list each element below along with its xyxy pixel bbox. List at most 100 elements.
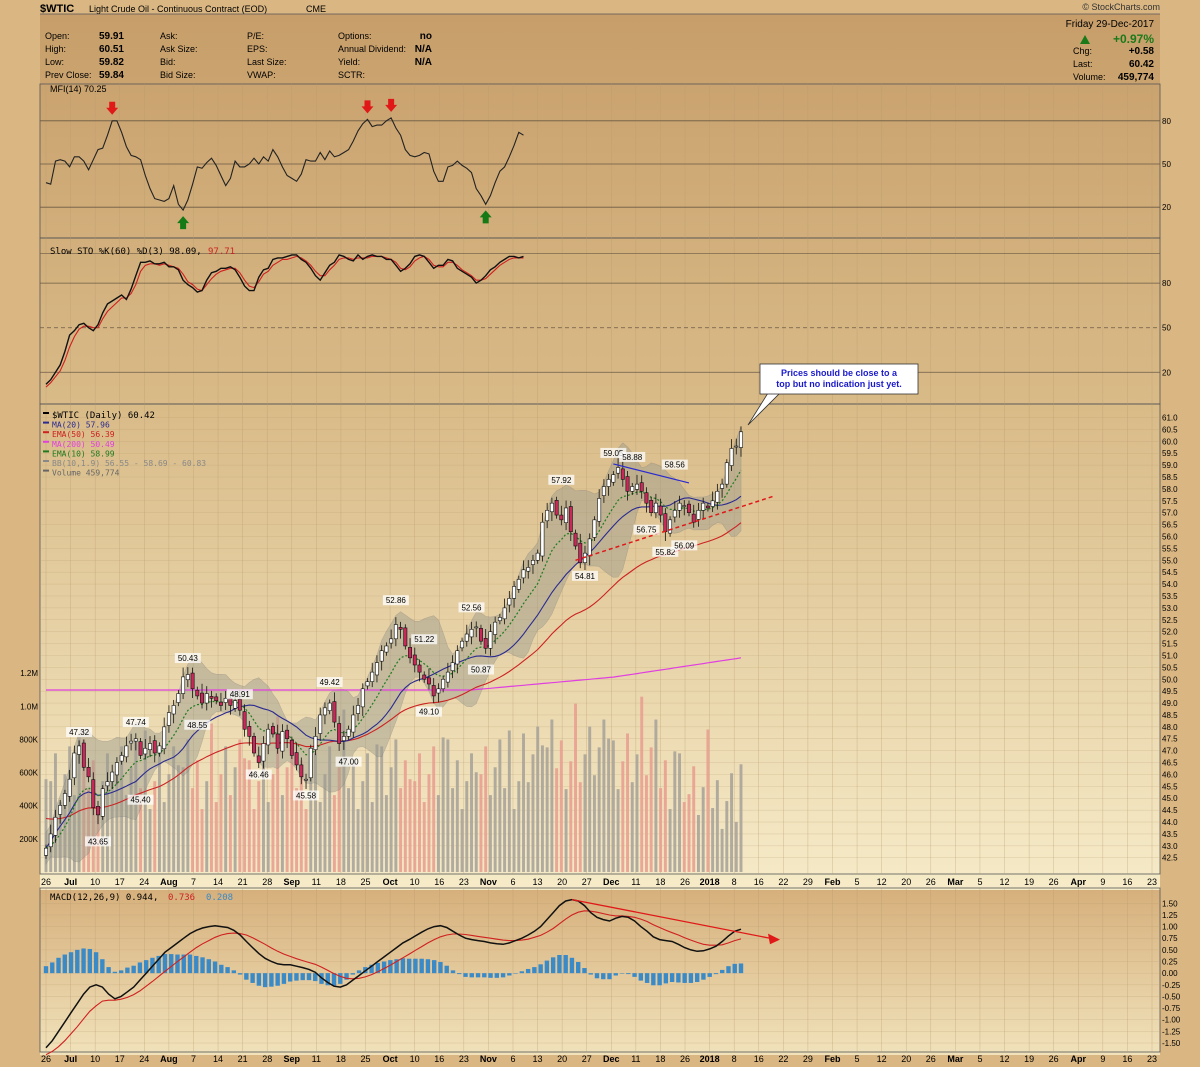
candle-body xyxy=(526,567,531,572)
candle-body xyxy=(606,479,611,487)
macd-title: MACD(12,26,9) 0.944, xyxy=(50,893,158,903)
volume-bar xyxy=(668,809,672,872)
macd-histogram-bar xyxy=(644,973,650,983)
macd-histogram-bar xyxy=(632,973,637,977)
price-label: 56.09 xyxy=(674,541,695,550)
quote-label: Prev Close: xyxy=(45,70,92,80)
candle-body xyxy=(625,476,630,492)
macd-histogram-bar xyxy=(62,954,67,974)
x-tick-label: Apr xyxy=(1071,877,1087,887)
macd-histogram-bar xyxy=(50,962,55,974)
x-tick-label: 23 xyxy=(459,877,469,887)
sell-arrow-icon xyxy=(361,100,374,114)
x-tick-label: 18 xyxy=(336,1054,346,1064)
price-tick-label: 47.0 xyxy=(1162,747,1178,756)
candle-body xyxy=(592,519,597,538)
volume-bar xyxy=(734,821,738,872)
candle-body xyxy=(322,707,327,716)
macd-histogram-bar xyxy=(137,962,143,974)
legend-swatch xyxy=(43,440,49,443)
volume-bar xyxy=(63,774,67,872)
price-tick-label: 60.5 xyxy=(1162,425,1178,434)
x-tick-label: 11 xyxy=(312,877,321,887)
macd-histogram-bar xyxy=(131,965,136,974)
sto-k-line xyxy=(45,253,524,385)
macd-histogram-bar xyxy=(162,954,168,974)
x-tick-label: Aug xyxy=(160,877,178,887)
macd-histogram-bar xyxy=(250,973,255,983)
macd-histogram-bar xyxy=(219,964,224,974)
divergence-arrowhead-icon xyxy=(768,933,780,945)
x-tick-label: 8 xyxy=(732,1054,737,1064)
ask-label: Bid: xyxy=(160,57,176,67)
x-tick-label: 27 xyxy=(582,1054,592,1064)
x-tick-label: 16 xyxy=(1122,877,1132,887)
macd-histogram-bar xyxy=(500,973,506,978)
candle-body xyxy=(417,664,422,673)
candle-body xyxy=(351,714,356,733)
macd-histogram-bar xyxy=(720,969,725,974)
candle-body xyxy=(48,833,53,848)
macd-histogram-bar xyxy=(400,958,406,974)
macd-histogram-bar xyxy=(356,970,362,974)
macd-histogram-bar xyxy=(738,963,744,974)
price-label-bg xyxy=(122,717,149,728)
x-tick-label: Apr xyxy=(1071,1054,1087,1064)
candle-body xyxy=(44,847,48,856)
price-label: 57.92 xyxy=(551,476,572,485)
volume-tick-label: 1.0M xyxy=(20,702,38,711)
macd-histogram-bar xyxy=(381,961,387,974)
macd-histogram-bar xyxy=(419,958,424,974)
price-label-bg xyxy=(411,634,438,645)
candle-body xyxy=(568,506,573,533)
price-label-bg xyxy=(382,595,409,606)
macd-histogram-bar xyxy=(106,967,111,974)
ask-label: Ask Size: xyxy=(160,44,198,54)
volume-bar xyxy=(592,775,596,872)
price-tick-label: 50.5 xyxy=(1162,663,1178,672)
macd-histogram-bar xyxy=(582,968,587,974)
price-tick-label: 42.5 xyxy=(1162,854,1178,863)
candle-body xyxy=(450,662,455,671)
price-label-bg xyxy=(293,790,320,801)
sto-title: Slow STO %K(60) %D(3) 98.09, xyxy=(50,247,202,257)
candle-body xyxy=(616,467,621,474)
candle-body xyxy=(441,678,446,690)
x-tick-label: 26 xyxy=(41,877,51,887)
candle-body xyxy=(261,743,266,762)
macd-tick-label: -0.75 xyxy=(1162,1004,1181,1013)
option-label: Annual Dividend: xyxy=(338,44,406,54)
x-tick-label: 10 xyxy=(410,1054,420,1064)
volume-bar xyxy=(214,802,218,872)
candle-body xyxy=(143,747,148,755)
volume-bar xyxy=(262,753,265,872)
price-label-bg xyxy=(467,664,494,675)
macd-histogram-bar xyxy=(244,973,249,980)
candle-body xyxy=(601,486,606,496)
x-tick-label: Dec xyxy=(603,877,620,887)
volume-bar xyxy=(110,772,114,872)
x-tick-label: Dec xyxy=(603,1054,620,1064)
macd-histogram-bar xyxy=(375,962,381,974)
volume-bar xyxy=(139,788,143,872)
x-tick-label: Oct xyxy=(383,877,398,887)
volume-bar xyxy=(167,774,171,872)
macd-histogram-bar xyxy=(626,973,631,975)
volume-bar xyxy=(583,754,587,872)
candle-body xyxy=(573,532,578,547)
macd-histogram-bar xyxy=(682,973,687,983)
x-tick-label: 23 xyxy=(1147,1054,1157,1064)
price-tick-label: 61.0 xyxy=(1162,414,1178,423)
x-tick-label: 19 xyxy=(1024,877,1034,887)
x-tick-label: 24 xyxy=(139,877,149,887)
candle-body xyxy=(58,805,63,815)
candle-body xyxy=(166,712,171,726)
buy-arrow-icon xyxy=(479,210,492,224)
macd-histogram-bar xyxy=(331,973,337,986)
volume-bar xyxy=(418,753,421,872)
candle-body xyxy=(739,431,743,448)
volume-bar xyxy=(181,767,185,872)
candle-body xyxy=(304,778,308,781)
macd-histogram-bar xyxy=(513,973,518,974)
candle-body xyxy=(497,617,502,622)
